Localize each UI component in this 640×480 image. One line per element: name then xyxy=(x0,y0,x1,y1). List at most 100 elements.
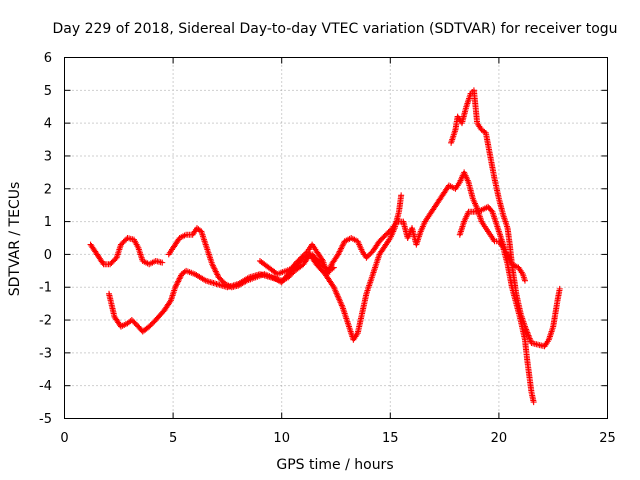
data-point-run xyxy=(331,285,345,309)
data-point-run xyxy=(147,258,158,267)
data-point-run xyxy=(292,255,306,270)
data-point-run xyxy=(483,226,493,237)
x-tick-label: 0 xyxy=(60,431,68,446)
data-point-run xyxy=(440,183,452,197)
y-tick-label: -4 xyxy=(39,379,52,394)
data-point-run xyxy=(461,171,471,184)
data-point-run xyxy=(125,318,134,326)
data-point-run xyxy=(204,278,218,287)
data-point-run xyxy=(457,220,467,237)
data-point-run xyxy=(489,210,500,227)
data-point-run xyxy=(463,92,474,109)
data-point-run xyxy=(171,236,182,250)
data-point-run xyxy=(236,278,249,288)
data-point-run xyxy=(423,213,432,223)
data-point-run xyxy=(396,193,404,214)
data-point-run xyxy=(524,358,533,378)
series-track-f xyxy=(456,203,528,284)
data-point-run xyxy=(433,193,445,207)
data-point-run xyxy=(496,197,506,217)
data-point-run xyxy=(114,243,124,260)
data-point-run xyxy=(193,272,208,283)
y-tick-label: -3 xyxy=(39,346,52,361)
data-point-run xyxy=(418,220,428,233)
data-point-run xyxy=(493,238,500,245)
data-point-run xyxy=(465,180,476,200)
data-point-run xyxy=(162,298,173,312)
data-point-run xyxy=(447,183,457,191)
series-track-b xyxy=(106,192,405,343)
data-point-run xyxy=(500,213,511,230)
data-point-run xyxy=(494,223,504,240)
data-point-run xyxy=(364,249,375,260)
data-point-run xyxy=(184,231,195,238)
data-point-run xyxy=(195,226,203,234)
data-point-run xyxy=(486,205,495,214)
y-tick-label: 3 xyxy=(44,149,52,164)
data-point-run xyxy=(215,281,229,290)
data-point-run xyxy=(284,265,296,274)
data-point-run xyxy=(198,230,209,246)
data-point-run xyxy=(413,230,424,246)
data-point-run xyxy=(310,243,319,253)
data-point-run xyxy=(552,298,561,315)
data-point-run xyxy=(223,281,234,290)
data-point-run xyxy=(503,249,515,266)
data-point-run xyxy=(536,342,546,349)
data-point-run xyxy=(279,272,291,284)
data-point-run xyxy=(258,259,271,270)
data-point-run xyxy=(217,275,227,286)
data-point-run xyxy=(467,208,477,215)
data-point-run xyxy=(504,262,515,289)
data-point-run xyxy=(302,252,314,261)
data-point-run xyxy=(355,312,365,335)
data-point-run xyxy=(108,256,119,266)
data-point-run xyxy=(504,226,513,246)
data-point-run xyxy=(453,180,462,191)
data-point-run xyxy=(136,324,145,334)
data-point-run xyxy=(473,207,483,215)
data-point-run xyxy=(475,121,484,132)
data-point-run xyxy=(483,131,493,158)
data-point-run xyxy=(286,269,297,280)
data-point-run xyxy=(184,268,197,277)
data-point-run xyxy=(479,127,488,135)
data-point-run xyxy=(203,243,215,266)
data-point-run xyxy=(479,220,488,230)
data-point-run xyxy=(355,239,365,253)
data-point-run xyxy=(147,318,158,329)
data-point-run xyxy=(516,266,525,276)
data-point-run xyxy=(487,154,498,181)
data-point-run xyxy=(168,285,178,302)
data-point-run xyxy=(153,308,167,322)
data-point-run xyxy=(518,312,528,328)
data-point-run xyxy=(448,128,458,145)
data-point-run xyxy=(349,235,360,244)
y-tick-label: 1 xyxy=(44,215,52,230)
data-point-run xyxy=(384,236,393,246)
data-point-run xyxy=(135,246,146,263)
data-point-run xyxy=(554,287,563,302)
data-point-run xyxy=(522,338,530,361)
data-point-run xyxy=(329,252,341,266)
data-point-run xyxy=(154,258,164,266)
data-point-run xyxy=(498,236,508,253)
y-tick-label: -1 xyxy=(39,281,52,296)
data-point-run xyxy=(112,315,124,329)
data-point-run xyxy=(395,218,405,225)
data-point-run xyxy=(368,266,378,283)
data-point-run xyxy=(106,292,118,319)
data-point-run xyxy=(461,210,471,223)
x-tick-label: 25 xyxy=(599,431,616,446)
y-tick-label: -2 xyxy=(39,314,52,329)
data-point-run xyxy=(335,239,347,256)
data-point-run xyxy=(172,272,185,289)
data-point-run xyxy=(305,243,315,253)
data-point-run xyxy=(455,115,464,125)
data-point-run xyxy=(327,265,336,273)
data-point-run xyxy=(360,249,369,260)
data-point-run xyxy=(522,325,534,345)
data-point-run xyxy=(276,268,288,277)
